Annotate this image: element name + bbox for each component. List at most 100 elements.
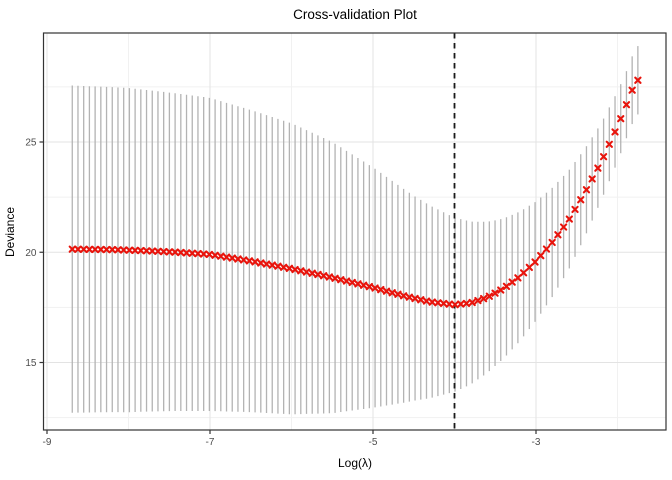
mean-deviance-points bbox=[68, 76, 642, 309]
mean-point-x-marker bbox=[571, 205, 579, 214]
x-tick-label: -7 bbox=[206, 437, 215, 448]
x-marker-stroke bbox=[491, 289, 499, 297]
mean-point-x-marker bbox=[154, 247, 162, 255]
mean-point-x-marker bbox=[102, 245, 111, 254]
mean-point-x-marker bbox=[479, 294, 488, 303]
mean-point-x-marker bbox=[411, 294, 419, 303]
mean-point-x-marker bbox=[394, 290, 402, 298]
x-marker-stroke bbox=[148, 247, 156, 255]
mean-point-x-marker bbox=[508, 278, 516, 286]
x-marker-stroke bbox=[628, 86, 636, 94]
x-marker-stroke bbox=[308, 269, 316, 277]
x-marker-stroke bbox=[285, 264, 294, 273]
x-marker-stroke bbox=[240, 256, 248, 264]
x-tick-label: -3 bbox=[532, 437, 541, 448]
mean-point-x-marker bbox=[417, 296, 425, 304]
mean-point-x-marker bbox=[628, 86, 636, 94]
x-marker-stroke bbox=[257, 259, 265, 267]
y-tick-label: 25 bbox=[25, 138, 37, 149]
x-marker-stroke bbox=[457, 300, 465, 308]
x-marker-stroke bbox=[497, 286, 505, 294]
x-marker-stroke bbox=[297, 267, 305, 275]
x-marker-stroke bbox=[565, 215, 573, 223]
x-marker-stroke bbox=[188, 249, 196, 257]
mean-point-x-marker bbox=[588, 175, 596, 183]
mean-point-x-marker bbox=[268, 261, 276, 269]
mean-point-x-marker bbox=[577, 196, 585, 204]
mean-point-x-marker bbox=[422, 297, 431, 305]
x-marker-stroke bbox=[571, 205, 579, 214]
mean-point-x-marker bbox=[142, 247, 151, 255]
mean-point-x-marker bbox=[308, 269, 316, 277]
x-marker-stroke bbox=[251, 258, 259, 266]
x-marker-stroke bbox=[234, 255, 242, 263]
mean-point-x-marker bbox=[314, 270, 322, 279]
mean-point-x-marker bbox=[137, 246, 145, 255]
x-marker-stroke bbox=[348, 278, 356, 287]
mean-point-x-marker bbox=[108, 245, 116, 254]
x-marker-stroke bbox=[80, 245, 88, 253]
mean-point-x-marker bbox=[554, 231, 562, 239]
x-marker-stroke bbox=[222, 253, 231, 261]
x-marker-stroke bbox=[371, 284, 379, 292]
mean-point-x-marker bbox=[291, 265, 299, 274]
mean-point-x-marker bbox=[377, 285, 385, 294]
mean-point-x-marker bbox=[177, 248, 185, 257]
x-marker-stroke bbox=[428, 298, 436, 306]
mean-point-x-marker bbox=[280, 263, 288, 271]
x-marker-stroke bbox=[388, 289, 396, 297]
mean-point-x-marker bbox=[457, 300, 465, 308]
mean-point-x-marker bbox=[594, 164, 602, 172]
mean-point-x-marker bbox=[114, 246, 122, 254]
x-marker-stroke bbox=[474, 296, 482, 305]
mean-point-x-marker bbox=[359, 281, 368, 289]
mean-point-x-marker bbox=[74, 245, 82, 253]
mean-point-x-marker bbox=[531, 258, 539, 266]
x-marker-stroke bbox=[605, 140, 613, 148]
mean-point-x-marker bbox=[331, 274, 339, 282]
x-marker-stroke bbox=[280, 263, 288, 271]
x-axis-title: Log(λ) bbox=[338, 456, 372, 470]
mean-point-x-marker bbox=[428, 298, 436, 306]
mean-point-x-marker bbox=[617, 115, 625, 123]
x-marker-stroke bbox=[120, 246, 128, 254]
mean-point-x-marker bbox=[228, 254, 236, 262]
x-marker-stroke bbox=[382, 287, 391, 295]
x-marker-stroke bbox=[302, 268, 311, 276]
panel-border bbox=[42, 32, 667, 431]
x-marker-stroke bbox=[434, 299, 442, 307]
mean-point-x-marker bbox=[462, 299, 471, 308]
x-marker-stroke bbox=[485, 292, 493, 300]
mean-point-x-marker bbox=[68, 245, 76, 253]
x-marker-stroke bbox=[599, 153, 608, 161]
x-marker-stroke bbox=[559, 223, 568, 231]
mean-point-x-marker bbox=[97, 245, 105, 254]
x-marker-stroke bbox=[525, 263, 533, 272]
x-marker-stroke bbox=[439, 299, 448, 308]
x-marker-stroke bbox=[274, 262, 282, 270]
mean-point-x-marker bbox=[302, 268, 311, 276]
x-marker-stroke bbox=[108, 245, 116, 254]
x-tick-label: -9 bbox=[43, 437, 52, 448]
x-marker-stroke bbox=[394, 290, 402, 298]
x-marker-stroke bbox=[182, 249, 191, 257]
x-marker-stroke bbox=[411, 294, 419, 303]
mean-point-x-marker bbox=[182, 249, 191, 257]
x-marker-stroke bbox=[160, 247, 168, 256]
x-marker-stroke bbox=[405, 293, 413, 301]
mean-point-x-marker bbox=[131, 246, 139, 255]
mean-point-x-marker bbox=[399, 292, 408, 300]
y-axis-title: Deviance bbox=[3, 207, 17, 257]
mean-point-x-marker bbox=[582, 186, 591, 194]
x-marker-stroke bbox=[594, 164, 602, 172]
x-marker-stroke bbox=[422, 297, 431, 305]
x-marker-stroke bbox=[205, 250, 214, 259]
mean-point-x-marker bbox=[559, 223, 568, 231]
x-marker-stroke bbox=[479, 294, 488, 303]
mean-point-x-marker bbox=[319, 272, 328, 280]
mean-point-x-marker bbox=[525, 263, 533, 272]
mean-point-x-marker bbox=[514, 274, 522, 282]
x-marker-stroke bbox=[577, 196, 585, 204]
mean-point-x-marker bbox=[605, 140, 613, 148]
